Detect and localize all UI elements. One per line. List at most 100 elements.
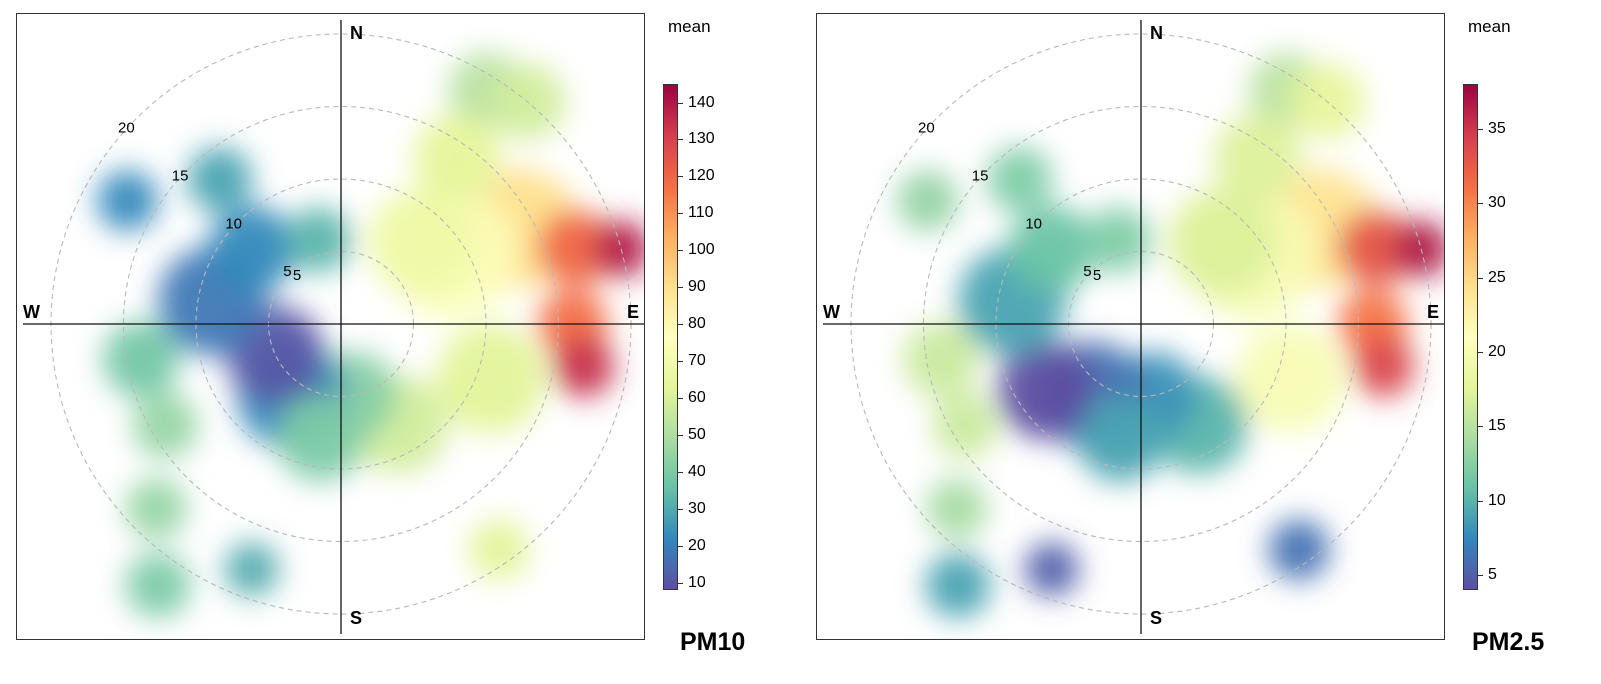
surface-blob	[1392, 220, 1444, 278]
surface-blob	[1008, 205, 1096, 293]
colorbar-tick-label: 50	[688, 425, 706, 443]
radial-tick-label: 10	[1025, 215, 1042, 232]
compass-north-label: N	[1150, 23, 1163, 43]
surface-blob	[125, 552, 191, 618]
compass-west-label: W	[23, 302, 40, 322]
colorbar-axis: 10 20 30 40 50 60 70 80 90 100 110 120 130 140	[678, 84, 738, 591]
colorbar-tick-mark	[1478, 426, 1483, 428]
colorbar-tick-label: 25	[1488, 268, 1506, 286]
colorbar-tick-label: 15	[1488, 417, 1506, 435]
surface-blob	[285, 207, 352, 273]
surface-blob	[537, 209, 614, 286]
compass-north-label: N	[350, 23, 363, 43]
polar-plot-panel-pm10: N S W E 5 10 15 20 5 mean 10 20 30 40 50 60 70 80 90 100 1…	[0, 0, 800, 684]
radial-tick-label: 5	[1093, 267, 1101, 284]
colorbar-tick-mark	[1478, 575, 1483, 577]
plot-area: N S W E 5 10 15 20 5	[16, 13, 645, 640]
colorbar-tick-mark	[1478, 128, 1483, 130]
colorbar-tick-label: 80	[688, 315, 706, 333]
surface-blob	[368, 187, 478, 297]
surface-group	[897, 52, 1444, 618]
polar-plot-panel-pm25: N S W E 5 10 15 20 5 mean 5 10 15 20 25 30 35 PM2.5	[800, 0, 1600, 684]
colorbar-tick-label: 5	[1488, 566, 1497, 584]
colorbar-tick-label: 90	[688, 278, 706, 296]
surface-blob	[997, 341, 1095, 440]
colorbar	[663, 84, 678, 590]
colorbar-tick-mark	[678, 361, 683, 362]
colorbar-tick-mark	[678, 434, 683, 436]
surface-blob	[103, 321, 180, 398]
colorbar-tick-mark	[678, 471, 683, 473]
surface-blob	[592, 220, 644, 278]
legend-title: mean	[668, 17, 711, 36]
legend-title: mean	[1468, 17, 1511, 36]
surface-blob	[897, 170, 958, 232]
polar-plot-svg: N S W E 5 10 15 20 5	[23, 20, 644, 634]
colorbar-tick-label: 120	[688, 167, 715, 185]
polar-plot-svg: N S W E 5 10 15 20 5	[823, 20, 1444, 634]
colorbar-tick-mark	[1478, 203, 1483, 205]
surface-blob	[553, 336, 615, 398]
colorbar-tick-mark	[678, 176, 683, 178]
surface-blob	[125, 478, 187, 539]
radial-tick-label: 10	[225, 215, 242, 232]
colorbar-tick-mark	[678, 397, 683, 399]
colorbar-tick-label: 20	[688, 536, 706, 554]
surface-blob	[1213, 114, 1301, 202]
radial-tick-label: 20	[918, 120, 935, 137]
colorbar-tick-mark	[1478, 277, 1483, 279]
colorbar-tick-label: 100	[688, 241, 715, 259]
colorbar	[1463, 84, 1478, 590]
radial-tick-label: 5	[1083, 263, 1091, 280]
surface-blob	[208, 205, 296, 293]
compass-west-label: W	[823, 302, 840, 322]
surface-blob	[132, 392, 198, 459]
colorbar-tick-label: 10	[688, 573, 706, 591]
colorbar-tick-mark	[678, 508, 683, 510]
surface-blob	[224, 542, 279, 597]
surface-blob	[187, 147, 253, 213]
compass-east-label: E	[627, 302, 639, 322]
radial-tick-label: 5	[283, 263, 291, 280]
colorbar-tick-label: 40	[688, 462, 706, 480]
colorbar-tick-label: 70	[688, 352, 706, 369]
colorbar-tick-label: 10	[1488, 491, 1506, 509]
colorbar-tick-mark	[678, 582, 683, 584]
radial-tick-label: 5	[293, 267, 301, 284]
surface-blob	[277, 394, 365, 482]
surface-blob	[926, 478, 987, 539]
compass-east-label: E	[1427, 302, 1439, 322]
surface-blob	[1337, 209, 1414, 286]
surface-blob	[1268, 519, 1330, 581]
surface-blob	[413, 114, 501, 202]
surface-blob	[1168, 187, 1278, 297]
panel-label: PM2.5	[1472, 628, 1545, 656]
colorbar-tick-mark	[678, 250, 683, 252]
surface-group	[97, 52, 644, 618]
plot-area: N S W E 5 10 15 20 5	[816, 13, 1445, 640]
surface-blob	[987, 147, 1053, 213]
surface-blob	[1085, 207, 1152, 273]
surface-blob	[903, 321, 980, 398]
surface-blob	[1353, 336, 1415, 398]
colorbar-tick-mark	[678, 545, 683, 547]
colorbar-tick-label: 140	[688, 93, 715, 111]
colorbar-tick-label: 35	[1488, 119, 1506, 137]
surface-blob	[925, 552, 991, 618]
colorbar-tick-mark	[1478, 351, 1483, 353]
surface-blob	[97, 170, 158, 232]
surface-blob	[436, 324, 546, 433]
colorbar-tick-label: 110	[688, 204, 714, 222]
colorbar-tick-label: 30	[688, 499, 706, 517]
colorbar-tick-mark	[678, 102, 683, 104]
colorbar-axis: 5 10 15 20 25 30 35	[1478, 84, 1538, 590]
colorbar-tick-mark	[678, 324, 683, 326]
surface-blob	[468, 519, 530, 581]
colorbar-tick-mark	[678, 139, 683, 141]
panel-label: PM10	[680, 628, 746, 656]
surface-blob	[932, 392, 998, 459]
radial-tick-label: 20	[118, 120, 135, 137]
colorbar-tick-label: 130	[688, 130, 715, 148]
surface-blob	[1077, 394, 1165, 482]
colorbar-tick-label: 60	[688, 388, 706, 406]
